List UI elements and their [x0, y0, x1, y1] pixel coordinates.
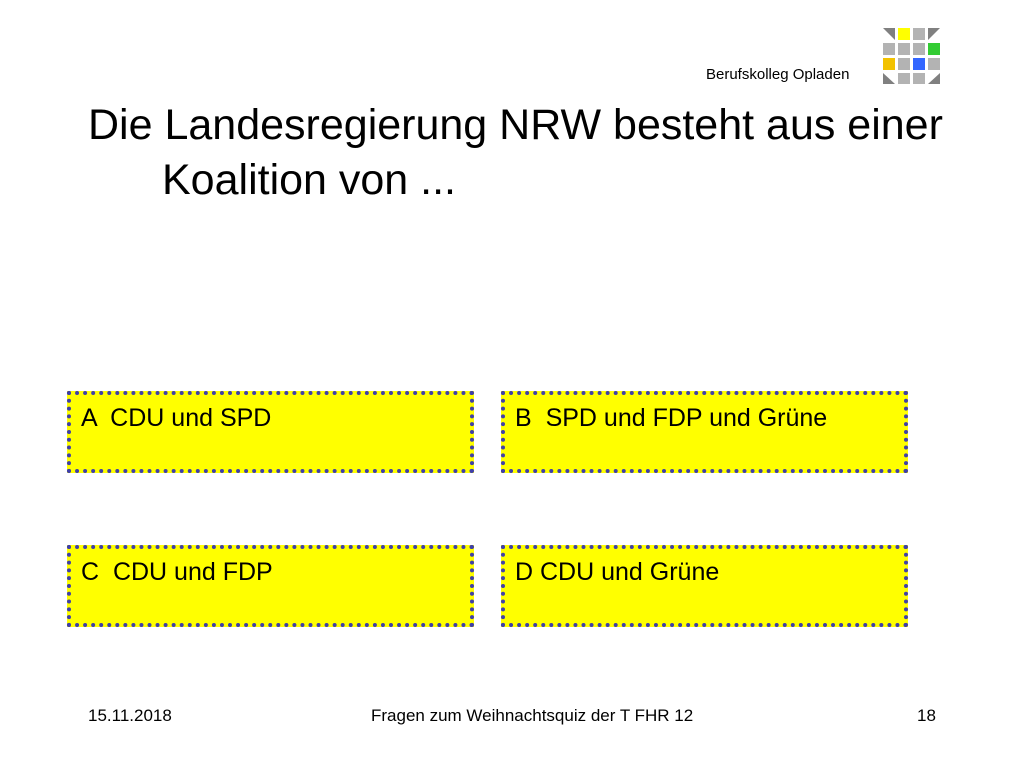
answer-a-label: A CDU und SPD	[81, 404, 272, 432]
footer-subject: Fragen zum Weihnachtsquiz der T FHR 12	[371, 706, 694, 725]
footer-date: 15.11.2018	[88, 706, 172, 725]
brand-text: Berufskolleg Opladen	[706, 66, 850, 83]
answer-b-label: B SPD und FDP und Grüne	[515, 404, 828, 432]
answer-d-box[interactable]: D CDU und Grüne	[501, 545, 908, 627]
footer-page-number: 18	[917, 706, 936, 725]
slide-title: Die Landesregierung NRW besteht aus eine…	[88, 101, 943, 204]
answer-c-label: C CDU und FDP	[81, 558, 273, 586]
answer-a-box[interactable]: A CDU und SPD	[67, 391, 474, 473]
answer-b-box[interactable]: B SPD und FDP und Grüne	[501, 391, 908, 473]
answer-c-box[interactable]: C CDU und FDP	[67, 545, 474, 627]
school-logo-icon	[883, 28, 940, 84]
answer-d-label: D CDU und Grüne	[515, 558, 720, 586]
